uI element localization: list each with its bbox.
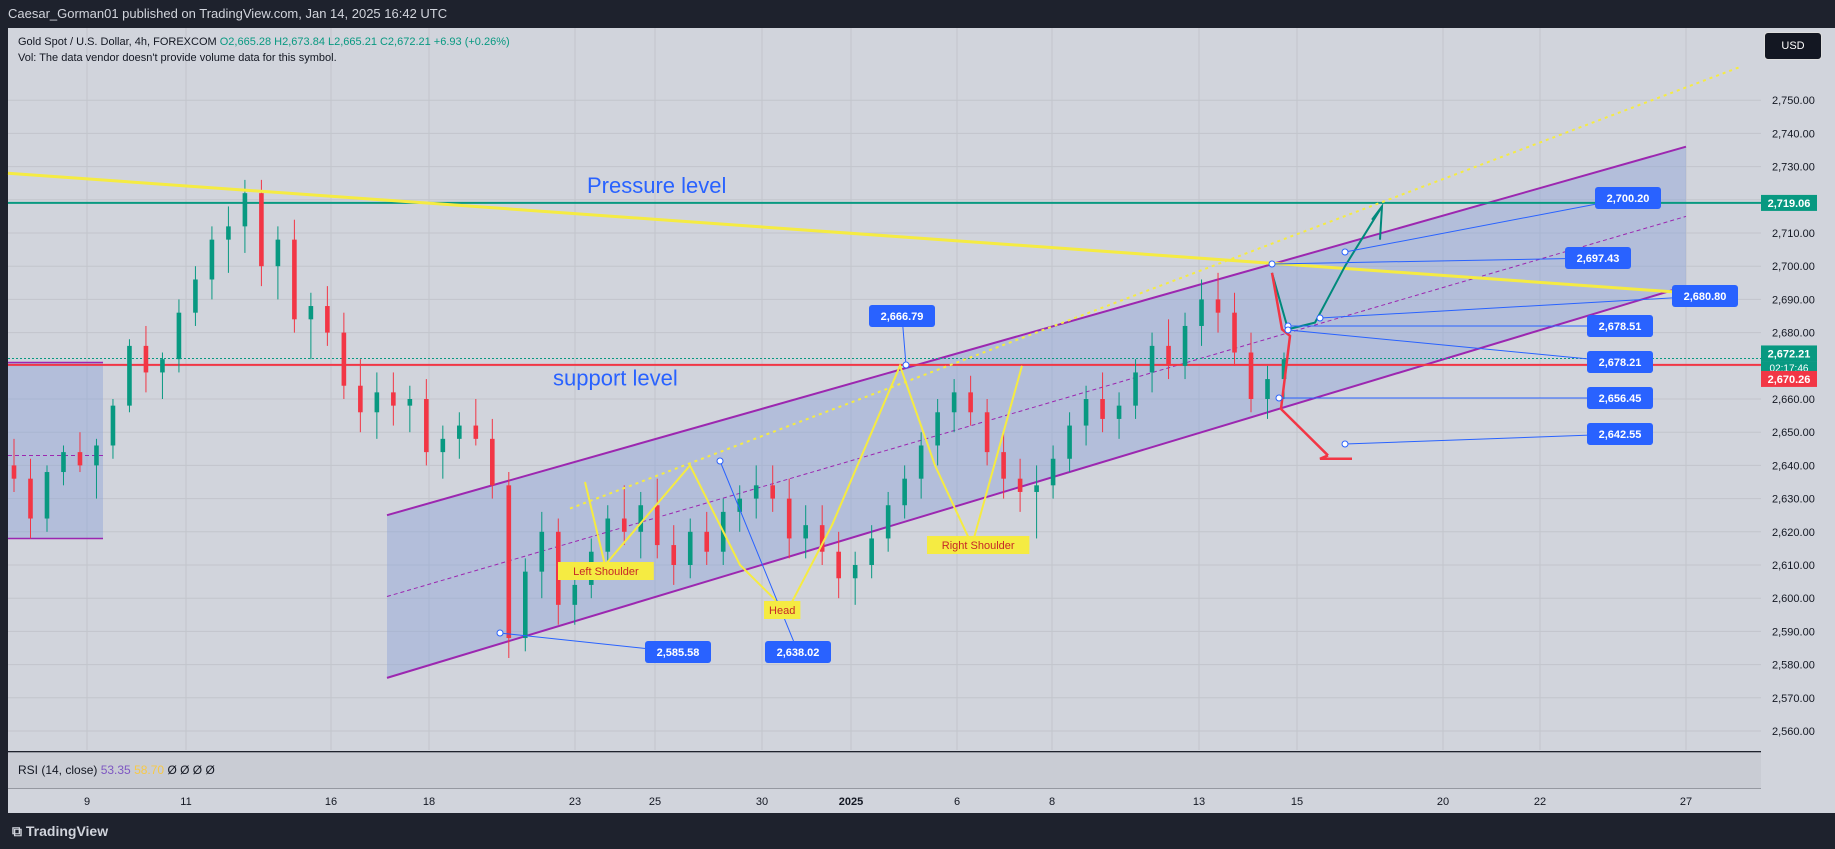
- published-text: Caesar_Gorman01 published on TradingView…: [8, 6, 448, 21]
- rsi-signal: 58.70: [134, 763, 165, 777]
- price-axis[interactable]: [1761, 28, 1835, 813]
- rsi-legend: RSI (14, close) 53.35 58.70 Ø Ø Ø Ø: [18, 763, 215, 777]
- symbol-title: Gold Spot / U.S. Dollar, 4h, FOREXCOM: [18, 36, 217, 48]
- currency-button[interactable]: USD: [1764, 32, 1822, 60]
- chart-legend: Gold Spot / U.S. Dollar, 4h, FOREXCOM O2…: [18, 34, 510, 66]
- brand-text: TradingView: [25, 823, 109, 839]
- top-bar: Caesar_Gorman01 published on TradingView…: [0, 0, 1835, 28]
- rsi-label: RSI (14, close): [18, 763, 98, 777]
- rsi-value: 53.35: [100, 763, 131, 777]
- volume-note: Vol: The data vendor doesn't provide vol…: [18, 52, 337, 64]
- ohlc-values: O2,665.28 H2,673.84 L2,665.21 C2,672.21 …: [219, 36, 510, 48]
- chart-area[interactable]: [8, 28, 1761, 751]
- time-axis[interactable]: [8, 788, 1761, 814]
- tradingview-logo: ⧉ TradingView: [12, 823, 109, 839]
- bottom-bar: ⧉ TradingView: [0, 813, 1835, 849]
- rsi-rest: Ø Ø Ø Ø: [167, 763, 215, 777]
- rsi-pane[interactable]: RSI (14, close) 53.35 58.70 Ø Ø Ø Ø: [8, 752, 1761, 789]
